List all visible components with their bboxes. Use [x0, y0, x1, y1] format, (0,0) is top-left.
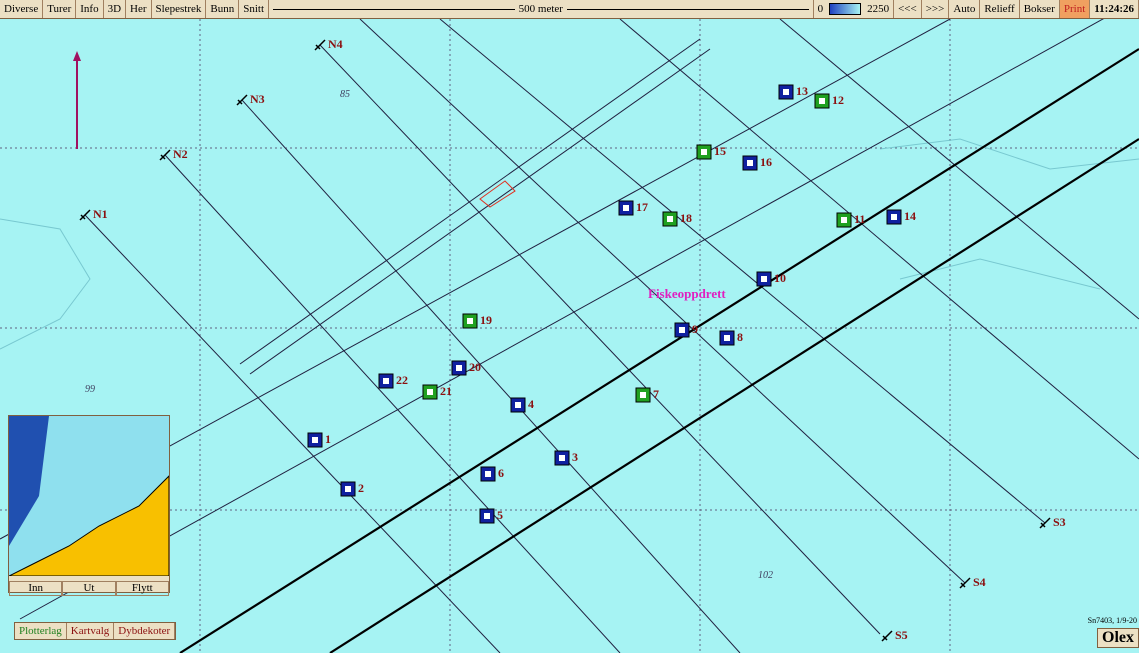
toolbar-button[interactable]: Slepestrek — [152, 0, 207, 18]
annotation: Fiskeoppdrett — [648, 286, 726, 301]
marker-label: 22 — [396, 373, 408, 387]
marker-center — [427, 389, 433, 395]
toolbar-button[interactable]: Relieff — [980, 0, 1020, 18]
scale-bar: 500 meter — [269, 0, 814, 18]
marker-label: 11 — [854, 212, 865, 226]
marker-label: 13 — [796, 84, 808, 98]
depth-colorbar — [829, 3, 862, 15]
map: 12345678910111213141516171819202122N1N2N… — [0, 19, 1139, 653]
toolbar-button[interactable]: >>> — [922, 0, 950, 18]
waypoint-icon — [959, 577, 971, 589]
marker-center — [724, 335, 730, 341]
toolbar-button[interactable]: <<< — [894, 0, 922, 18]
depth-label: 85 — [340, 89, 350, 100]
marker-center — [841, 217, 847, 223]
toolbar-button[interactable]: Snitt — [239, 0, 270, 18]
waypoint-label: N4 — [328, 37, 343, 51]
waypoint-label: S5 — [895, 628, 908, 642]
depth-label: 99 — [85, 384, 95, 395]
waypoint-label: N1 — [93, 207, 108, 221]
inset-button[interactable]: Inn — [9, 581, 63, 596]
credit: Sn7403, 1/9-20 — [1087, 616, 1137, 625]
toolbar-button[interactable]: 3D — [104, 0, 127, 18]
marker-center — [667, 216, 673, 222]
tab[interactable]: Plotterlag — [15, 623, 67, 639]
marker-label: 17 — [636, 200, 648, 214]
marker-label: 20 — [469, 360, 481, 374]
marker-center — [559, 455, 565, 461]
marker-label: 21 — [440, 384, 452, 398]
waypoint-icon — [79, 209, 91, 221]
toolbar-button[interactable]: Info — [76, 0, 104, 18]
waypoint-icon — [159, 149, 171, 161]
marker-center — [312, 437, 318, 443]
inset-button[interactable]: Ut — [62, 581, 116, 596]
marker-label: 1 — [325, 432, 331, 446]
toolbar-button[interactable]: Auto — [949, 0, 981, 18]
depth-min: 0 — [817, 3, 824, 15]
tab[interactable]: Kartvalg — [67, 623, 115, 639]
waypoint-label: S4 — [973, 575, 986, 589]
marker-label: 18 — [680, 211, 692, 225]
depth-label: 102 — [758, 570, 773, 581]
marker-label: 3 — [572, 450, 578, 464]
marker-label: 10 — [774, 271, 786, 285]
waypoint-icon — [314, 39, 326, 51]
toolbar-button[interactable]: Turer — [43, 0, 77, 18]
toolbar-button[interactable]: Bunn — [206, 0, 240, 18]
marker-label: 9 — [692, 322, 698, 336]
marker-center — [701, 149, 707, 155]
tabs: Plotterlag Kartvalg Dybdekoter — [14, 622, 177, 640]
toolbar-button[interactable]: Print — [1059, 0, 1091, 18]
marker-center — [623, 205, 629, 211]
marker-label: 12 — [832, 93, 844, 107]
marker-center — [484, 513, 490, 519]
marker-center — [383, 378, 389, 384]
marker-center — [345, 486, 351, 492]
marker-label: 6 — [498, 466, 504, 480]
marker-label: 19 — [480, 313, 492, 327]
marker-label: 2 — [358, 481, 364, 495]
marker-label: 5 — [497, 508, 503, 522]
marker-center — [467, 318, 473, 324]
marker-center — [640, 392, 646, 398]
toolbar: Diverse Turer Info 3D Her Slepestrek Bunn Snitt… — [0, 0, 1139, 19]
marker-center — [456, 365, 462, 371]
marker-center — [783, 89, 789, 95]
depth-max: 2250 — [863, 0, 895, 18]
overview-map: Inn Ut Flytt — [8, 415, 170, 596]
marker-center — [891, 214, 897, 220]
scale-label: 500 meter — [514, 3, 567, 15]
marker-label: 8 — [737, 330, 743, 344]
clock: 11:24:26 — [1090, 0, 1139, 18]
waypoint-icon — [881, 630, 893, 642]
marker-label: 16 — [760, 155, 772, 169]
waypoint-label: N2 — [173, 147, 188, 161]
marker-center — [819, 98, 825, 104]
marker-label: 4 — [528, 397, 534, 411]
overview-image — [8, 416, 170, 577]
waypoint-label: N3 — [250, 92, 265, 106]
brand: Olex — [1097, 628, 1139, 648]
marker-label: 15 — [714, 144, 726, 158]
marker-center — [485, 471, 491, 477]
tab[interactable]: Dybdekoter — [114, 623, 176, 639]
toolbar-button[interactable]: Her — [126, 0, 152, 18]
marker-label: 7 — [653, 387, 659, 401]
waypoint-icon — [236, 94, 248, 106]
toolbar-button[interactable]: Bokser — [1020, 0, 1060, 18]
marker-center — [515, 402, 521, 408]
marker-center — [679, 327, 685, 333]
marker-label: 14 — [904, 209, 916, 223]
inset-button[interactable]: Flytt — [115, 581, 169, 596]
marker-center — [747, 160, 753, 166]
marker-center — [761, 276, 767, 282]
toolbar-button[interactable]: Diverse — [0, 0, 44, 18]
waypoint-icon — [1039, 517, 1051, 529]
waypoint-label: S3 — [1053, 515, 1066, 529]
